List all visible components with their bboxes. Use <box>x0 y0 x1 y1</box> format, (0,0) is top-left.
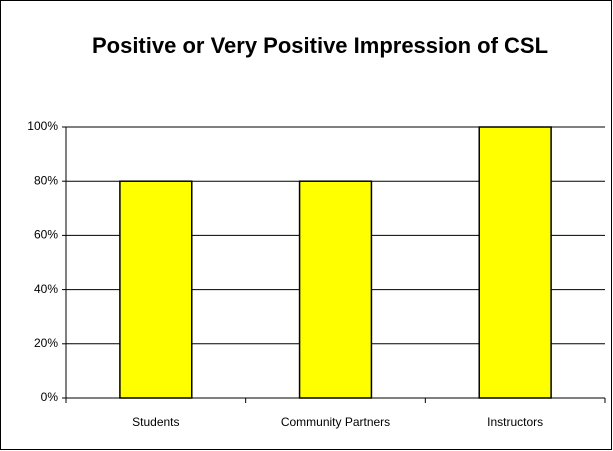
y-tick-label: 60% <box>34 228 58 242</box>
y-tick-label: 100% <box>27 119 58 133</box>
bar <box>478 126 552 399</box>
chart-title: Positive or Very Positive Impression of … <box>91 33 549 58</box>
y-tick-label: 20% <box>34 336 58 350</box>
x-tick-label: Instructors <box>487 415 543 429</box>
y-tick-label: 0% <box>41 390 59 404</box>
x-tick-label: Community Partners <box>281 415 390 429</box>
y-tick-label: 80% <box>34 173 58 187</box>
x-tick-label: Students <box>132 415 179 429</box>
bar <box>298 180 373 399</box>
bar <box>119 180 193 399</box>
y-tick-label: 40% <box>34 282 58 296</box>
